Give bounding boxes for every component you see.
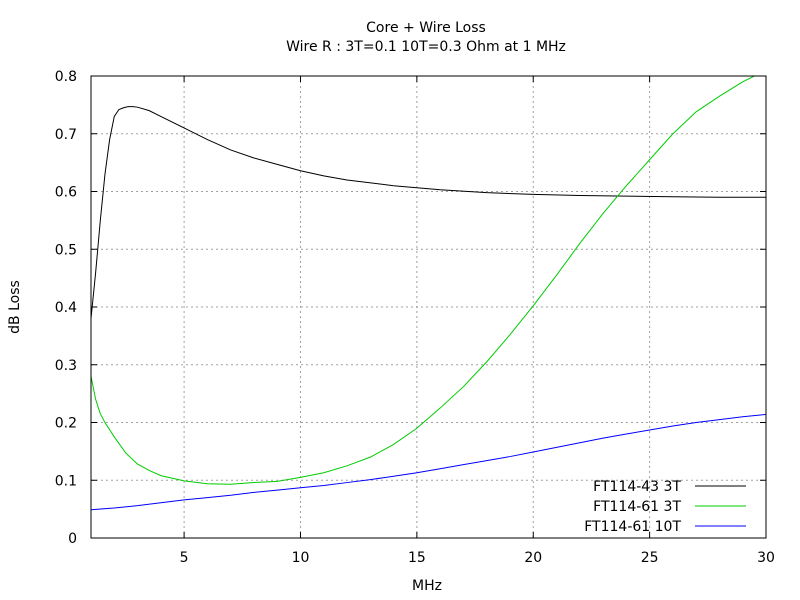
axis-ticks bbox=[91, 75, 767, 539]
y-tick-label: 0 bbox=[68, 531, 77, 547]
y-tick-label: 0.2 bbox=[55, 416, 77, 432]
x-tick-label: 25 bbox=[641, 550, 659, 566]
y-tick-label: 0.3 bbox=[55, 358, 77, 374]
legend: FT114-43 3T FT114-61 3T FT114-61 10T bbox=[584, 479, 746, 535]
x-tick-label: 20 bbox=[524, 550, 542, 566]
x-axis-label: MHz bbox=[412, 578, 442, 594]
y-tick-label: 0.4 bbox=[55, 300, 77, 316]
x-tick-labels: 5 10 15 20 25 30 bbox=[180, 550, 775, 566]
x-tick-label: 10 bbox=[292, 550, 310, 566]
y-axis-label: dB Loss bbox=[7, 280, 23, 334]
y-tick-label: 0.1 bbox=[55, 473, 77, 489]
series-line-3 bbox=[91, 413, 766, 511]
legend-label: FT114-61 10T bbox=[584, 519, 681, 535]
grid-lines bbox=[91, 76, 766, 538]
y-tick-labels: 0 0.1 0.2 0.3 0.4 0.5 0.6 0.7 0.8 bbox=[55, 69, 77, 547]
legend-label: FT114-43 3T bbox=[593, 479, 681, 495]
chart-subtitle: Wire R : 3T=0.1 10T=0.3 Ohm at 1 MHz bbox=[286, 39, 566, 55]
y-tick-label: 0.7 bbox=[55, 127, 77, 143]
chart-title: Core + Wire Loss bbox=[366, 20, 486, 36]
legend-label: FT114-61 3T bbox=[593, 499, 681, 515]
y-tick-label: 0.5 bbox=[55, 242, 77, 258]
series-layer bbox=[91, 76, 766, 511]
series-line-2 bbox=[91, 76, 756, 485]
y-tick-label: 0.6 bbox=[55, 185, 77, 201]
y-tick-label: 0.8 bbox=[55, 69, 77, 85]
x-tick-label: 5 bbox=[180, 550, 189, 566]
series-line-1 bbox=[91, 106, 766, 319]
x-tick-label: 15 bbox=[408, 550, 426, 566]
x-tick-label: 30 bbox=[757, 550, 775, 566]
